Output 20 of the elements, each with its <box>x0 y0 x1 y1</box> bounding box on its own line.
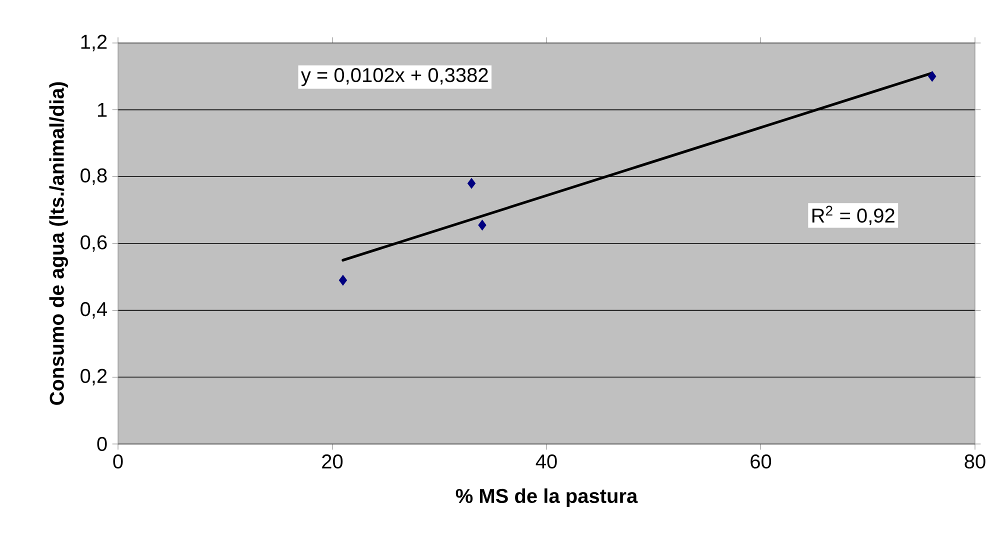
x-axis-title: % MS de la pastura <box>456 488 638 507</box>
x-tick-label: 60 <box>750 454 772 469</box>
point <box>338 274 348 286</box>
y-tick-label: 0,2 <box>80 368 107 386</box>
y-tick-label: 0,4 <box>80 302 108 319</box>
annotation: R$^{2}$ = 0,92 <box>812 206 894 226</box>
y-tick-label: 0,6 <box>80 235 107 252</box>
x-tick-label: 20 <box>322 454 343 469</box>
x-tick-label: 0 <box>113 454 123 469</box>
point <box>467 178 476 189</box>
y-axis-title: Consumo de agua (lts./animal/dia) <box>49 82 68 405</box>
y-tick-label: 1,2 <box>81 34 107 52</box>
y-tick-label: 0 <box>97 436 107 452</box>
annotation: y = 0,0102x + 0,3382 <box>300 68 488 86</box>
y-tick-label: 0,8 <box>80 168 107 185</box>
x-tick-label: 80 <box>964 454 986 469</box>
x-tick-label: 40 <box>536 454 557 469</box>
y-tick-label: 1 <box>98 102 107 117</box>
point <box>928 71 936 82</box>
point <box>478 220 486 230</box>
